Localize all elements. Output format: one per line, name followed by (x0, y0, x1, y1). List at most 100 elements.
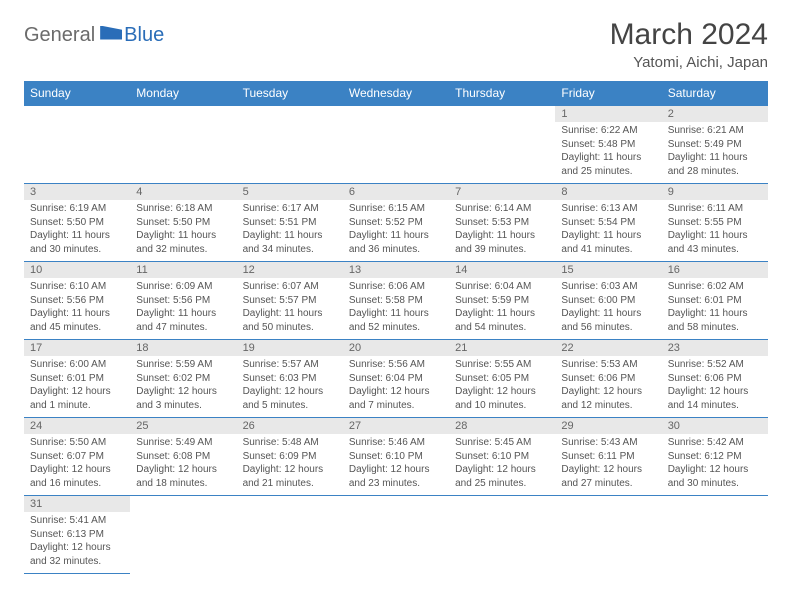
sunset-text: Sunset: 6:10 PM (455, 450, 549, 464)
day-body: Sunrise: 6:06 AMSunset: 5:58 PMDaylight:… (343, 278, 449, 338)
day-number: 6 (343, 184, 449, 200)
calendar-empty-cell (24, 106, 130, 184)
calendar-week-row: 1Sunrise: 6:22 AMSunset: 5:48 PMDaylight… (24, 106, 768, 184)
day-body: Sunrise: 6:00 AMSunset: 6:01 PMDaylight:… (24, 356, 130, 416)
calendar-empty-cell (130, 496, 236, 574)
daylight-text: Daylight: 11 hours and 30 minutes. (30, 229, 124, 256)
logo-text-gray: General (24, 24, 95, 47)
calendar-day-cell: 2Sunrise: 6:21 AMSunset: 5:49 PMDaylight… (662, 106, 768, 184)
header: General Blue March 2024 Yatomi, Aichi, J… (24, 18, 768, 71)
calendar-day-cell: 31Sunrise: 5:41 AMSunset: 6:13 PMDayligh… (24, 496, 130, 574)
location: Yatomi, Aichi, Japan (610, 54, 768, 71)
sunset-text: Sunset: 5:58 PM (349, 294, 443, 308)
sunrise-text: Sunrise: 6:06 AM (349, 280, 443, 294)
sunset-text: Sunset: 5:53 PM (455, 216, 549, 230)
day-number: 31 (24, 496, 130, 512)
daylight-text: Daylight: 11 hours and 47 minutes. (136, 307, 230, 334)
calendar-day-cell: 19Sunrise: 5:57 AMSunset: 6:03 PMDayligh… (237, 340, 343, 418)
weekday-header: Thursday (449, 81, 555, 106)
day-number: 23 (662, 340, 768, 356)
sunrise-text: Sunrise: 6:21 AM (668, 124, 762, 138)
calendar-day-cell: 8Sunrise: 6:13 AMSunset: 5:54 PMDaylight… (555, 184, 661, 262)
sunset-text: Sunset: 5:56 PM (136, 294, 230, 308)
sunset-text: Sunset: 6:02 PM (136, 372, 230, 386)
day-number: 24 (24, 418, 130, 434)
weekday-header: Friday (555, 81, 661, 106)
sunrise-text: Sunrise: 5:50 AM (30, 436, 124, 450)
day-number: 17 (24, 340, 130, 356)
calendar-day-cell: 4Sunrise: 6:18 AMSunset: 5:50 PMDaylight… (130, 184, 236, 262)
month-title: March 2024 (610, 18, 768, 52)
sunrise-text: Sunrise: 6:15 AM (349, 202, 443, 216)
sunset-text: Sunset: 6:08 PM (136, 450, 230, 464)
sunrise-text: Sunrise: 5:55 AM (455, 358, 549, 372)
calendar-day-cell: 20Sunrise: 5:56 AMSunset: 6:04 PMDayligh… (343, 340, 449, 418)
daylight-text: Daylight: 11 hours and 32 minutes. (136, 229, 230, 256)
calendar-empty-cell (130, 106, 236, 184)
day-number: 19 (237, 340, 343, 356)
sunrise-text: Sunrise: 5:48 AM (243, 436, 337, 450)
daylight-text: Daylight: 11 hours and 56 minutes. (561, 307, 655, 334)
daylight-text: Daylight: 12 hours and 23 minutes. (349, 463, 443, 490)
calendar-day-cell: 9Sunrise: 6:11 AMSunset: 5:55 PMDaylight… (662, 184, 768, 262)
sunset-text: Sunset: 5:55 PM (668, 216, 762, 230)
weekday-header: Wednesday (343, 81, 449, 106)
sunrise-text: Sunrise: 5:56 AM (349, 358, 443, 372)
sunrise-text: Sunrise: 6:07 AM (243, 280, 337, 294)
day-number: 3 (24, 184, 130, 200)
calendar-day-cell: 24Sunrise: 5:50 AMSunset: 6:07 PMDayligh… (24, 418, 130, 496)
daylight-text: Daylight: 11 hours and 58 minutes. (668, 307, 762, 334)
daylight-text: Daylight: 11 hours and 28 minutes. (668, 151, 762, 178)
logo: General Blue (24, 24, 164, 47)
calendar-day-cell: 28Sunrise: 5:45 AMSunset: 6:10 PMDayligh… (449, 418, 555, 496)
sunset-text: Sunset: 5:59 PM (455, 294, 549, 308)
sunset-text: Sunset: 6:06 PM (561, 372, 655, 386)
daylight-text: Daylight: 12 hours and 1 minute. (30, 385, 124, 412)
sunset-text: Sunset: 6:11 PM (561, 450, 655, 464)
sunset-text: Sunset: 5:52 PM (349, 216, 443, 230)
sunrise-text: Sunrise: 5:46 AM (349, 436, 443, 450)
calendar-empty-cell (237, 106, 343, 184)
day-body: Sunrise: 5:49 AMSunset: 6:08 PMDaylight:… (130, 434, 236, 494)
day-body: Sunrise: 6:18 AMSunset: 5:50 PMDaylight:… (130, 200, 236, 260)
day-body: Sunrise: 6:15 AMSunset: 5:52 PMDaylight:… (343, 200, 449, 260)
sunset-text: Sunset: 6:04 PM (349, 372, 443, 386)
calendar-week-row: 3Sunrise: 6:19 AMSunset: 5:50 PMDaylight… (24, 184, 768, 262)
calendar-day-cell: 7Sunrise: 6:14 AMSunset: 5:53 PMDaylight… (449, 184, 555, 262)
day-body: Sunrise: 5:43 AMSunset: 6:11 PMDaylight:… (555, 434, 661, 494)
calendar-day-cell: 14Sunrise: 6:04 AMSunset: 5:59 PMDayligh… (449, 262, 555, 340)
sunset-text: Sunset: 5:50 PM (136, 216, 230, 230)
sunrise-text: Sunrise: 6:02 AM (668, 280, 762, 294)
sunset-text: Sunset: 5:54 PM (561, 216, 655, 230)
day-body: Sunrise: 5:53 AMSunset: 6:06 PMDaylight:… (555, 356, 661, 416)
sunrise-text: Sunrise: 5:52 AM (668, 358, 762, 372)
calendar-empty-cell (237, 496, 343, 574)
calendar-day-cell: 22Sunrise: 5:53 AMSunset: 6:06 PMDayligh… (555, 340, 661, 418)
day-number: 25 (130, 418, 236, 434)
day-body: Sunrise: 6:22 AMSunset: 5:48 PMDaylight:… (555, 122, 661, 182)
day-number: 30 (662, 418, 768, 434)
calendar-empty-cell (662, 496, 768, 574)
sunrise-text: Sunrise: 5:41 AM (30, 514, 124, 528)
day-body: Sunrise: 6:19 AMSunset: 5:50 PMDaylight:… (24, 200, 130, 260)
day-number: 13 (343, 262, 449, 278)
sunrise-text: Sunrise: 6:14 AM (455, 202, 549, 216)
sunrise-text: Sunrise: 5:53 AM (561, 358, 655, 372)
sunset-text: Sunset: 6:13 PM (30, 528, 124, 542)
day-number: 21 (449, 340, 555, 356)
daylight-text: Daylight: 12 hours and 27 minutes. (561, 463, 655, 490)
day-number: 10 (24, 262, 130, 278)
sunrise-text: Sunrise: 6:09 AM (136, 280, 230, 294)
day-body: Sunrise: 6:03 AMSunset: 6:00 PMDaylight:… (555, 278, 661, 338)
daylight-text: Daylight: 11 hours and 34 minutes. (243, 229, 337, 256)
calendar-week-row: 17Sunrise: 6:00 AMSunset: 6:01 PMDayligh… (24, 340, 768, 418)
day-number: 20 (343, 340, 449, 356)
sunset-text: Sunset: 6:01 PM (30, 372, 124, 386)
calendar-empty-cell (343, 106, 449, 184)
day-number: 16 (662, 262, 768, 278)
calendar-day-cell: 17Sunrise: 6:00 AMSunset: 6:01 PMDayligh… (24, 340, 130, 418)
calendar-day-cell: 3Sunrise: 6:19 AMSunset: 5:50 PMDaylight… (24, 184, 130, 262)
day-body: Sunrise: 6:17 AMSunset: 5:51 PMDaylight:… (237, 200, 343, 260)
calendar-day-cell: 27Sunrise: 5:46 AMSunset: 6:10 PMDayligh… (343, 418, 449, 496)
day-number: 26 (237, 418, 343, 434)
